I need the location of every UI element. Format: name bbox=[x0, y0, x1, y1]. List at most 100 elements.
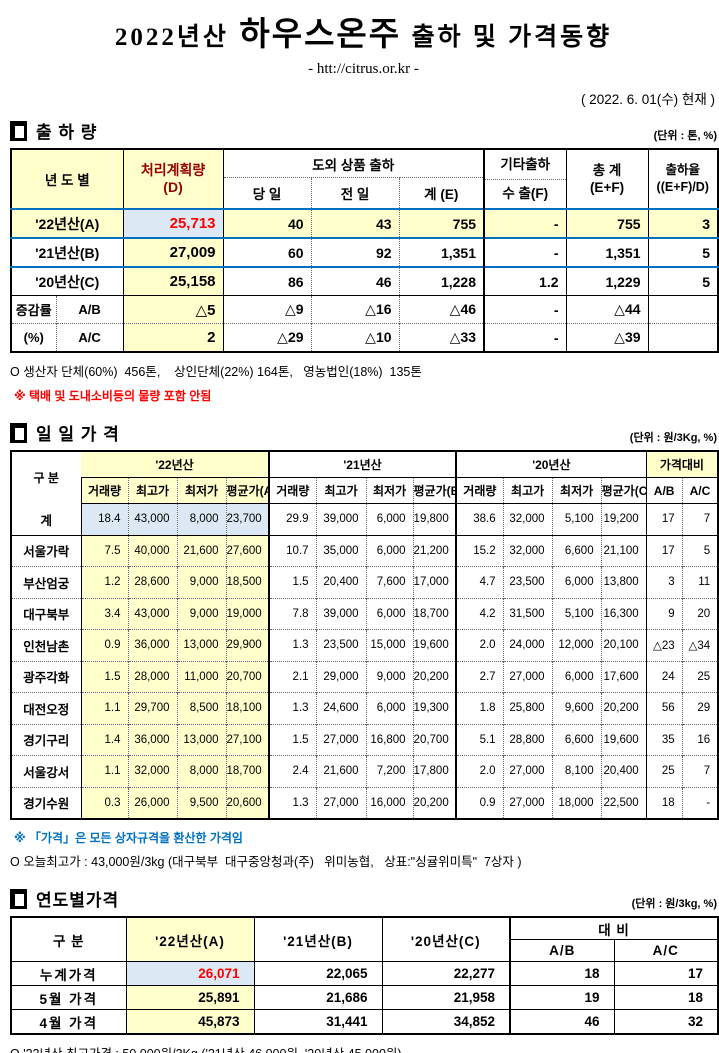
cell: 27,000 bbox=[315, 723, 367, 756]
table-row: 경기구리 1.4 36,000 13,000 27,100 1.5 27,000… bbox=[11, 723, 719, 756]
square-bullet-icon bbox=[10, 422, 27, 443]
plan-header-line2: (D) bbox=[163, 179, 183, 195]
col-header: 거래량 bbox=[455, 477, 504, 504]
col-header: 최저가 bbox=[551, 477, 602, 504]
cell: 2.7 bbox=[455, 660, 504, 693]
cell: 36,000 bbox=[127, 629, 177, 661]
cell: 9,000 bbox=[176, 566, 226, 598]
title-product: 하우스온주 bbox=[239, 15, 402, 52]
row-label: 4월 가격 bbox=[10, 1009, 127, 1035]
col-header: 최저가 bbox=[365, 477, 414, 504]
rate-header-line2: ((E+F)/D) bbox=[656, 180, 709, 194]
cell: 16 bbox=[681, 723, 719, 756]
cell: 18.4 bbox=[80, 503, 128, 535]
cell: 0.9 bbox=[455, 786, 504, 819]
table-row: 서울강서 1.1 32,000 8,000 18,700 2.4 21,600 … bbox=[11, 755, 719, 787]
cell: 39,000 bbox=[315, 597, 367, 630]
cell: 27,600 bbox=[225, 534, 270, 567]
cell: △33 bbox=[398, 323, 485, 352]
cell: - bbox=[483, 237, 567, 267]
cell: 20,600 bbox=[225, 786, 270, 819]
cell: 28,600 bbox=[127, 566, 177, 598]
cell: 2.0 bbox=[455, 629, 504, 661]
table-row: '22년산(A) 25,713 40 43 755 - 755 3 bbox=[11, 208, 719, 238]
cell: 18 bbox=[645, 786, 683, 819]
cell: 4.7 bbox=[455, 566, 504, 598]
section-head-shipment: 출 하 량 (단위 : 톤, %) bbox=[10, 118, 717, 143]
cell: 19,300 bbox=[412, 692, 457, 724]
row-label: 5월 가격 bbox=[10, 985, 127, 1010]
title-subject: 출하 및 가격동향 bbox=[411, 24, 613, 51]
cell: 31,441 bbox=[253, 1009, 383, 1035]
cell: 21,200 bbox=[412, 534, 457, 567]
cell: 7,200 bbox=[365, 755, 414, 787]
cell: 22,277 bbox=[381, 961, 511, 986]
cell: 46 bbox=[509, 1009, 615, 1035]
unit-label-yearly: (단위 : 원/3kg, %) bbox=[631, 898, 717, 910]
col-header-year: 년 도 별 bbox=[11, 149, 124, 209]
cell: 5 bbox=[647, 237, 719, 267]
cell: 1.2 bbox=[483, 266, 567, 296]
season-high-note: O '22년산 최고가격 : 50,000원/3Kg ('21년산 46,000… bbox=[10, 1043, 717, 1053]
cell: 10.7 bbox=[268, 534, 317, 567]
col-header-compare: 대 비 bbox=[509, 916, 719, 940]
col-header-yesterday: 전 일 bbox=[310, 177, 400, 209]
cell: - bbox=[483, 323, 567, 352]
header-row: 구 분 '22년산 '21년산 '20년산 가격대비 bbox=[11, 451, 719, 485]
col-header: 평균가(A) bbox=[225, 477, 270, 504]
cell: 1,351 bbox=[565, 237, 649, 267]
cell: 20,200 bbox=[412, 660, 457, 693]
table-row: 서울가락 7.5 40,000 21,600 27,600 10.7 35,00… bbox=[11, 534, 719, 567]
cell: 26,000 bbox=[127, 786, 177, 819]
market-label: 대구북부 bbox=[11, 597, 81, 630]
cell: 8,100 bbox=[551, 755, 602, 787]
group-header-y22: '22년산 bbox=[81, 451, 270, 478]
cell: △9 bbox=[222, 295, 312, 324]
cell: 11,000 bbox=[176, 660, 226, 693]
col-header-total: 총 계 (E+F) bbox=[565, 149, 649, 209]
year-label: '22년산(A) bbox=[11, 208, 124, 238]
cell: 29,700 bbox=[127, 692, 177, 724]
section-head-daily: 일 일 가 격 (단위 : 원/3Kg, %) bbox=[10, 420, 717, 445]
cell: 25,800 bbox=[502, 692, 553, 724]
export-header-line2: 수 출(F) bbox=[502, 185, 549, 201]
market-label: 서울가락 bbox=[11, 534, 81, 567]
cell: 19,200 bbox=[600, 503, 647, 535]
cell: 19,600 bbox=[412, 629, 457, 661]
col-header-market: 구 분 bbox=[33, 471, 59, 486]
col-header-ac: A/C bbox=[613, 939, 719, 962]
cell: - bbox=[681, 786, 719, 819]
cell: 21,958 bbox=[381, 985, 511, 1010]
cell: 6,000 bbox=[551, 566, 602, 598]
cell: 3.4 bbox=[80, 597, 128, 630]
cell: 3 bbox=[645, 566, 683, 598]
cell: 32,000 bbox=[127, 755, 177, 787]
as-of-date: ( 2022. 6. 01(수) 현재 ) bbox=[580, 92, 715, 107]
cell: 7 bbox=[681, 503, 719, 535]
cell: 1,351 bbox=[398, 237, 485, 267]
cell: 20,100 bbox=[600, 629, 647, 661]
cell: 1.3 bbox=[268, 692, 317, 724]
cell: △34 bbox=[681, 629, 719, 661]
market-label: 광주각화 bbox=[11, 660, 81, 693]
cell: 9,000 bbox=[365, 660, 414, 693]
cell: △29 bbox=[222, 323, 312, 352]
cell: 25,713 bbox=[122, 208, 224, 238]
col-header: A/B bbox=[645, 477, 683, 504]
cell: 20,200 bbox=[412, 786, 457, 819]
cell: 43 bbox=[310, 208, 400, 238]
cell: 17 bbox=[645, 534, 683, 567]
row-label: 누계가격 bbox=[10, 961, 127, 986]
cell: 9 bbox=[645, 597, 683, 630]
source-url: - htt://citrus.or.kr - bbox=[308, 61, 419, 77]
cell: 1.5 bbox=[80, 660, 128, 693]
cell: 25 bbox=[645, 755, 683, 787]
cell: △46 bbox=[398, 295, 485, 324]
cell: 25,158 bbox=[122, 266, 224, 296]
col-header-export: 기타출하 수 출(F) bbox=[483, 149, 567, 209]
group-header-y20: '20년산 bbox=[455, 451, 647, 478]
header-row-2: A/B A/C bbox=[11, 939, 719, 962]
cell: △44 bbox=[565, 295, 649, 324]
row-label: (%) bbox=[11, 323, 56, 352]
cell: 15,000 bbox=[365, 629, 414, 661]
